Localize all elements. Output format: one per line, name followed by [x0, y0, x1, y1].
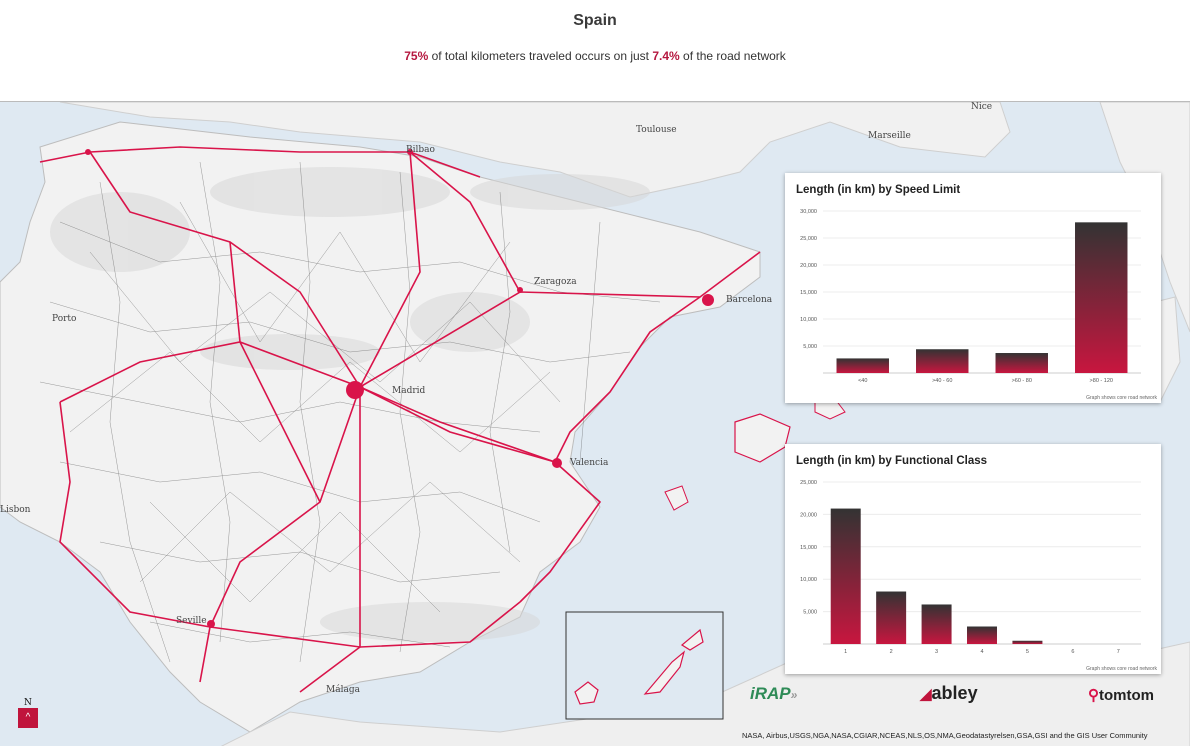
city-label-barcelona: Barcelona [726, 295, 773, 305]
abley-logo-text: abley [931, 683, 978, 703]
subtitle: 75% of total kilometers traveled occurs … [0, 49, 1190, 63]
speed-limit-chart-title: Length (in km) by Speed Limit [796, 184, 961, 196]
speed-limit-chart-x-tick-label: >40 - 60 [932, 378, 952, 384]
functional-class-chart-y-tick-label: 25,000 [800, 480, 817, 486]
north-label: N [24, 698, 32, 708]
tomtom-logo-text: tomtom [1099, 687, 1154, 704]
italy-land [1099, 102, 1190, 333]
functional-class-chart-bar [967, 626, 997, 644]
terrain-shading [50, 167, 650, 642]
city-label-seville: Seville [176, 616, 207, 626]
city-label-malaga: Málaga [326, 685, 360, 695]
functional-class-chart-bar [876, 591, 907, 644]
irap-swoosh-icon: » [790, 688, 798, 702]
functional-class-chart: 25,000 20,000 15,000 10,000 5,000 1 2 3 4 5 6 7 [800, 480, 1141, 655]
speed-limit-chart-x-tick-label: >60 - 80 [1012, 378, 1032, 384]
speed-limit-chart-y-tick-label: 15,000 [800, 290, 817, 296]
functional-class-chart-panel: Length (in km) by Functional Class 25,00… [785, 444, 1161, 674]
fuerteventura [643, 650, 686, 695]
abley-mark-icon: ◢ [920, 686, 932, 703]
functional-class-chart-x-tick-label: 5 [1026, 649, 1029, 655]
irap-logo-text: iRAP [750, 684, 791, 703]
speed-limit-chart-y-tick-label: 5,000 [803, 344, 817, 350]
gran-canaria [574, 681, 599, 705]
tomtom-logo: ⚲tomtom [1088, 686, 1154, 704]
primary-roads [39, 146, 761, 693]
lanzarote [680, 628, 704, 651]
speed-limit-chart-x-tick-label: >80 - 120 [1090, 378, 1113, 384]
speed-limit-chart-note: Graph shows core road network [1086, 395, 1157, 401]
city-label-zaragoza: Zaragoza [534, 277, 577, 287]
city-label-lisbon: Lisbon [0, 505, 31, 515]
city-label-marseille: Marseille [868, 131, 911, 141]
france-land [59, 102, 1011, 198]
road-network-map[interactable]: Toulouse Marseille Nice Bilbao Zaragoza … [0, 101, 1190, 746]
speed-limit-chart-y-tick-label: 20,000 [800, 263, 817, 269]
functional-class-chart-bar [830, 508, 861, 644]
tomtom-pin-icon: ⚲ [1088, 687, 1099, 704]
page-title: Spain [573, 12, 617, 29]
city-label-porto: Porto [52, 314, 77, 324]
functional-class-chart-y-tick-label: 15,000 [800, 545, 817, 551]
speed-limit-chart-bar [995, 353, 1048, 373]
subtitle-text-end: of the road network [679, 49, 786, 63]
speed-limit-chart-panel: Length (in km) by Speed Limit 30,000 25,0… [785, 173, 1161, 403]
speed-limit-chart-bar [836, 358, 889, 373]
functional-class-chart-x-tick-label: 4 [980, 649, 983, 655]
functional-class-chart-y-tick-label: 20,000 [800, 512, 817, 518]
city-label-madrid: Madrid [392, 386, 426, 396]
subtitle-text-mid: of total kilometers traveled occurs on j… [428, 49, 653, 63]
city-label-valencia: Valencia [570, 458, 609, 468]
irap-logo: iRAP» [750, 684, 797, 704]
ibiza [664, 485, 689, 511]
city-label-toulouse: Toulouse [636, 125, 677, 135]
functional-class-chart-bar [921, 604, 952, 644]
speed-limit-chart-y-tick-label: 30,000 [800, 209, 817, 215]
speed-limit-chart-bar [916, 349, 969, 373]
speed-limit-chart-bar [1075, 222, 1128, 373]
functional-class-chart-title: Length (in km) by Functional Class [796, 455, 988, 467]
urban-areas [85, 149, 714, 628]
functional-class-chart-x-tick-label: 3 [935, 649, 938, 655]
functional-class-chart-x-tick-label: 6 [1071, 649, 1074, 655]
minor-roads [39, 161, 661, 663]
subtitle-km-percent: 75% [404, 49, 429, 63]
speed-limit-chart: 30,000 25,000 20,000 15,000 10,000 5,000 <40 >4… [800, 209, 1141, 384]
scroll-up-button[interactable]: ^ [18, 708, 38, 728]
functional-class-chart-y-tick-label: 5,000 [803, 610, 817, 616]
speed-limit-chart-y-tick-label: 25,000 [800, 236, 817, 242]
city-label-nice: Nice [971, 102, 993, 112]
functional-class-chart-note: Graph shows core road network [1086, 666, 1157, 672]
city-label-bilbao: Bilbao [406, 145, 435, 155]
speed-limit-chart-y-tick-label: 10,000 [800, 317, 817, 323]
functional-class-chart-x-tick-label: 1 [844, 649, 847, 655]
abley-logo: ◢abley [920, 683, 978, 704]
speed-limit-chart-x-tick-label: <40 [858, 378, 867, 384]
map-credit: NASA, Airbus,USGS,NGA,NASA,CGIAR,NCEAS,N… [742, 731, 1148, 740]
functional-class-chart-bar [1012, 640, 1043, 644]
header: Spain 75% of total kilometers traveled o… [0, 0, 1190, 101]
functional-class-chart-y-tick-label: 10,000 [800, 577, 817, 583]
functional-class-chart-x-tick-label: 7 [1117, 649, 1120, 655]
functional-class-chart-x-tick-label: 2 [890, 649, 893, 655]
subtitle-network-percent: 7.4% [652, 49, 680, 63]
